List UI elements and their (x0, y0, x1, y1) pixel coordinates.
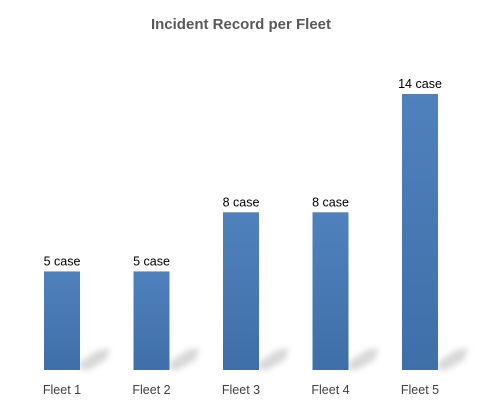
bar-shadow (259, 348, 289, 370)
bar (312, 212, 349, 370)
bar-shadow (80, 348, 110, 370)
bar (223, 212, 259, 370)
data-labels: 5 case 5 case 8 case 8 case 14 case (44, 77, 442, 268)
x-tick-label: Fleet 4 (311, 383, 349, 397)
bar (44, 271, 80, 370)
data-label: 5 case (133, 254, 170, 268)
x-axis-tick-labels: Fleet 1 Fleet 2 Fleet 3 Fleet 4 Fleet 5 (43, 383, 439, 397)
bar (402, 94, 438, 370)
chart-title: Incident Record per Fleet (151, 16, 331, 33)
bar (133, 271, 170, 370)
bar-shadow (169, 348, 200, 370)
bar-shadow (438, 348, 468, 370)
x-tick-label: Fleet 2 (132, 383, 170, 397)
x-tick-label: Fleet 3 (222, 383, 260, 397)
data-label: 14 case (398, 77, 442, 91)
bar-shadows (80, 348, 468, 370)
data-label: 5 case (44, 254, 81, 268)
x-tick-label: Fleet 1 (43, 383, 81, 397)
data-label: 8 case (312, 195, 349, 209)
data-label: 8 case (223, 195, 260, 209)
bars (44, 94, 438, 370)
x-tick-label: Fleet 5 (401, 383, 439, 397)
bar-shadow (348, 348, 379, 370)
